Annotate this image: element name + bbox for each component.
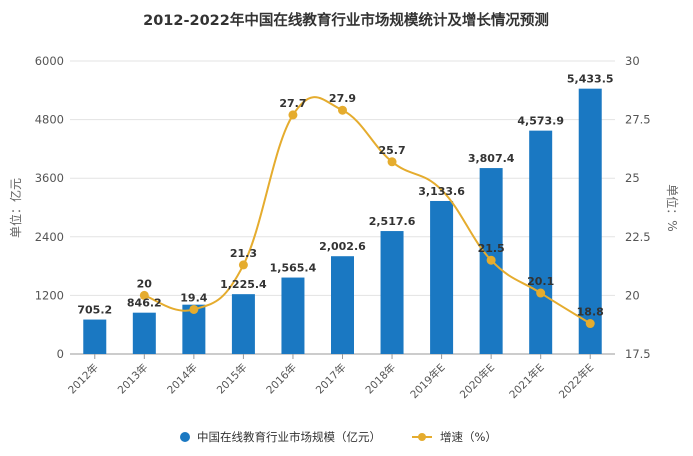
growth-value-label: 20 <box>137 277 153 290</box>
x-tick-label: 2015年 <box>214 361 250 397</box>
bar <box>281 277 305 354</box>
bar-value-label: 846.2 <box>127 297 162 310</box>
bar-value-label: 4,573.9 <box>517 115 564 128</box>
growth-point <box>536 288 546 298</box>
x-tick-label: 2018年 <box>363 361 399 397</box>
x-tick-label: 2014年 <box>164 361 200 397</box>
growth-value-label: 21.3 <box>230 247 257 260</box>
right-tick-label: 30 <box>625 54 640 68</box>
left-axis-label: 单位：亿元 <box>8 178 23 238</box>
legend-label-bar: 中国在线教育行业市场规模（亿元） <box>197 430 381 444</box>
growth-value-label: 21.5 <box>478 242 505 255</box>
x-tick-label: 2013年 <box>115 361 151 397</box>
growth-value-label: 18.8 <box>577 306 604 319</box>
left-tick-label: 4800 <box>35 113 64 127</box>
growth-point <box>585 319 595 329</box>
right-axis-label: 单位：% <box>665 184 680 231</box>
x-tick-label: 2022年E <box>556 361 596 401</box>
left-tick-label: 3600 <box>35 171 64 185</box>
growth-point <box>288 110 298 120</box>
bar <box>231 294 255 354</box>
bar <box>529 130 553 354</box>
bar-value-label: 3,807.4 <box>468 152 515 165</box>
legend-label-line: 增速（%） <box>440 430 497 444</box>
growth-point <box>139 290 149 300</box>
x-tick-label: 2020年E <box>457 361 497 401</box>
right-tick-label: 20 <box>625 288 640 302</box>
growth-point <box>189 304 199 314</box>
right-tick-label: 25 <box>625 171 640 185</box>
growth-value-label: 27.7 <box>279 97 306 110</box>
x-tick-label: 2019年E <box>408 361 448 401</box>
bar <box>578 88 602 354</box>
right-tick-label: 22.5 <box>625 230 651 244</box>
x-tick-label: 2016年 <box>264 361 300 397</box>
x-tick-label: 2021年E <box>507 361 547 401</box>
growth-line <box>143 96 591 325</box>
right-tick-label: 17.5 <box>625 347 651 361</box>
bar <box>182 304 206 354</box>
bar-value-label: 2,002.6 <box>319 240 366 253</box>
bar-value-label: 1,565.4 <box>270 262 317 275</box>
bar <box>132 312 156 354</box>
legend-marker-line <box>418 433 426 441</box>
growth-point <box>238 260 248 270</box>
growth-point <box>387 157 397 167</box>
legend: 中国在线教育行业市场规模（亿元） 增速（%） <box>180 430 497 444</box>
bar-value-label: 1,225.4 <box>220 278 267 291</box>
chart-title: 2012-2022年中国在线教育行业市场规模统计及增长情况预测 <box>143 11 549 29</box>
growth-value-label: 19.4 <box>180 291 207 304</box>
growth-value-label: 25.7 <box>378 144 405 157</box>
growth-value-label: 27.9 <box>329 92 356 105</box>
growth-value-label: 20.1 <box>527 275 554 288</box>
legend-marker-bar <box>180 432 190 442</box>
bar-value-label: 705.2 <box>77 304 112 317</box>
bar <box>430 200 454 354</box>
x-tick-label: 2017年 <box>313 361 349 397</box>
x-tick-label: 2012年 <box>65 361 101 397</box>
bar-value-label: 2,517.6 <box>369 215 416 228</box>
right-tick-label: 27.5 <box>625 113 651 127</box>
left-tick-label: 2400 <box>35 230 64 244</box>
bar-value-label: 3,133.6 <box>418 185 465 198</box>
left-tick-label: 1200 <box>35 288 64 302</box>
bar <box>380 231 404 354</box>
bar-value-label: 5,433.5 <box>567 73 614 86</box>
bar <box>83 319 107 354</box>
left-tick-label: 6000 <box>35 54 64 68</box>
bar <box>331 256 354 354</box>
left-tick-label: 0 <box>57 347 64 361</box>
growth-point <box>486 255 496 265</box>
growth-point <box>338 105 347 115</box>
